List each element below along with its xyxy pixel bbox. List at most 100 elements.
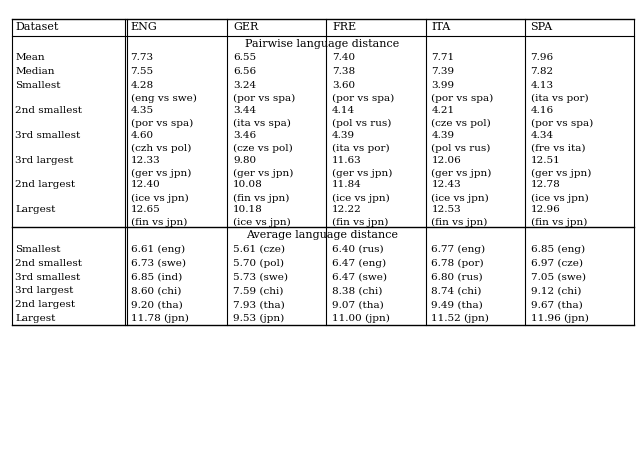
Text: 9.53 (jpn): 9.53 (jpn): [233, 314, 284, 323]
Text: (fin vs jpn): (fin vs jpn): [431, 219, 488, 227]
Text: 9.20 (tha): 9.20 (tha): [131, 300, 182, 309]
Text: 11.78 (jpn): 11.78 (jpn): [131, 314, 188, 323]
Text: (ita vs spa): (ita vs spa): [233, 119, 291, 128]
Text: 3rd smallest: 3rd smallest: [15, 273, 81, 282]
Text: Largest: Largest: [15, 314, 56, 323]
Text: 7.73: 7.73: [131, 53, 154, 62]
Text: 7.39: 7.39: [431, 67, 454, 76]
Text: SPA: SPA: [531, 22, 553, 31]
Text: (ice vs jpn): (ice vs jpn): [431, 194, 489, 203]
Text: (fin vs jpn): (fin vs jpn): [332, 219, 388, 227]
Text: 12.78: 12.78: [531, 180, 560, 189]
Text: (fre vs ita): (fre vs ita): [531, 144, 585, 153]
Text: Mean: Mean: [15, 53, 45, 62]
Text: (fin vs jpn): (fin vs jpn): [131, 219, 187, 227]
Text: GER: GER: [233, 22, 258, 31]
Text: 9.12 (chi): 9.12 (chi): [531, 287, 581, 296]
Text: 4.34: 4.34: [531, 131, 554, 140]
Text: 9.49 (tha): 9.49 (tha): [431, 300, 483, 309]
Text: (ice vs jpn): (ice vs jpn): [131, 194, 188, 203]
Text: 4.39: 4.39: [332, 131, 355, 140]
Text: (ita vs por): (ita vs por): [332, 144, 390, 153]
Text: 6.78 (por): 6.78 (por): [431, 259, 484, 268]
Text: 12.33: 12.33: [131, 156, 160, 164]
Text: (por vs spa): (por vs spa): [233, 94, 295, 103]
Text: (por vs spa): (por vs spa): [131, 119, 193, 128]
Text: 6.73 (swe): 6.73 (swe): [131, 259, 186, 268]
Text: 11.52 (jpn): 11.52 (jpn): [431, 314, 489, 323]
Text: (ice vs jpn): (ice vs jpn): [233, 219, 291, 227]
Text: Largest: Largest: [15, 205, 56, 214]
Text: 7.93 (tha): 7.93 (tha): [233, 300, 285, 309]
Text: (ger vs jpn): (ger vs jpn): [531, 169, 591, 178]
Text: 4.21: 4.21: [431, 106, 454, 115]
Text: (pol vs rus): (pol vs rus): [332, 119, 392, 128]
Text: 7.59 (chi): 7.59 (chi): [233, 287, 284, 296]
Text: Pairwise language distance: Pairwise language distance: [245, 39, 400, 48]
Text: 2nd largest: 2nd largest: [15, 180, 76, 189]
Text: (por vs spa): (por vs spa): [332, 94, 394, 103]
Text: (por vs spa): (por vs spa): [431, 94, 493, 103]
Text: 6.77 (eng): 6.77 (eng): [431, 245, 486, 254]
Text: (ger vs jpn): (ger vs jpn): [131, 169, 191, 178]
Text: (ger vs jpn): (ger vs jpn): [233, 169, 293, 178]
Text: 8.74 (chi): 8.74 (chi): [431, 287, 482, 296]
Text: 2nd smallest: 2nd smallest: [15, 106, 83, 115]
Text: (eng vs swe): (eng vs swe): [131, 94, 196, 103]
Text: (ita vs por): (ita vs por): [531, 94, 588, 103]
Text: Median: Median: [15, 67, 55, 76]
Text: 4.60: 4.60: [131, 131, 154, 140]
Text: 7.38: 7.38: [332, 67, 355, 76]
Text: (pol vs rus): (pol vs rus): [431, 144, 491, 153]
Text: 6.85 (ind): 6.85 (ind): [131, 273, 182, 282]
Text: 12.22: 12.22: [332, 205, 362, 214]
Text: 11.84: 11.84: [332, 180, 362, 189]
Text: 6.56: 6.56: [233, 67, 256, 76]
Text: 3.44: 3.44: [233, 106, 256, 115]
Text: 11.00 (jpn): 11.00 (jpn): [332, 314, 390, 323]
Text: 6.97 (cze): 6.97 (cze): [531, 259, 582, 268]
Text: 6.47 (swe): 6.47 (swe): [332, 273, 387, 282]
Text: 3.60: 3.60: [332, 81, 355, 90]
Text: (ice vs jpn): (ice vs jpn): [332, 194, 390, 203]
Text: 12.96: 12.96: [531, 205, 560, 214]
Text: 7.82: 7.82: [531, 67, 554, 76]
Text: ENG: ENG: [131, 22, 157, 31]
Text: 11.63: 11.63: [332, 156, 362, 164]
Text: 6.80 (rus): 6.80 (rus): [431, 273, 483, 282]
Text: 4.14: 4.14: [332, 106, 355, 115]
Text: 5.70 (pol): 5.70 (pol): [233, 259, 284, 268]
Text: 6.47 (eng): 6.47 (eng): [332, 259, 387, 268]
Text: 6.40 (rus): 6.40 (rus): [332, 245, 384, 254]
Text: ITA: ITA: [431, 22, 451, 31]
Text: 12.43: 12.43: [431, 180, 461, 189]
Text: 10.08: 10.08: [233, 180, 262, 189]
Text: 3.99: 3.99: [431, 81, 454, 90]
Text: 4.35: 4.35: [131, 106, 154, 115]
Text: 2nd largest: 2nd largest: [15, 300, 76, 309]
Text: 12.06: 12.06: [431, 156, 461, 164]
Text: 2nd smallest: 2nd smallest: [15, 259, 83, 268]
Text: 7.71: 7.71: [431, 53, 454, 62]
Text: 8.38 (chi): 8.38 (chi): [332, 287, 383, 296]
Text: (por vs spa): (por vs spa): [531, 119, 593, 128]
Text: 11.96 (jpn): 11.96 (jpn): [531, 314, 588, 323]
Text: 9.80: 9.80: [233, 156, 256, 164]
Text: Smallest: Smallest: [15, 81, 61, 90]
Text: FRE: FRE: [332, 22, 356, 31]
Text: (cze vs pol): (cze vs pol): [431, 119, 491, 128]
Text: 5.61 (cze): 5.61 (cze): [233, 245, 285, 254]
Text: 12.51: 12.51: [531, 156, 560, 164]
Text: 10.18: 10.18: [233, 205, 262, 214]
Text: 9.67 (tha): 9.67 (tha): [531, 300, 582, 309]
Text: (fin vs jpn): (fin vs jpn): [233, 194, 289, 203]
Text: 3rd largest: 3rd largest: [15, 287, 74, 296]
Text: 3.46: 3.46: [233, 131, 256, 140]
Text: (ice vs jpn): (ice vs jpn): [531, 194, 588, 203]
Text: 4.39: 4.39: [431, 131, 454, 140]
Text: 5.73 (swe): 5.73 (swe): [233, 273, 288, 282]
Text: 3rd largest: 3rd largest: [15, 156, 74, 164]
Text: 12.65: 12.65: [131, 205, 160, 214]
Text: Average language distance: Average language distance: [246, 230, 399, 240]
Text: 7.96: 7.96: [531, 53, 554, 62]
